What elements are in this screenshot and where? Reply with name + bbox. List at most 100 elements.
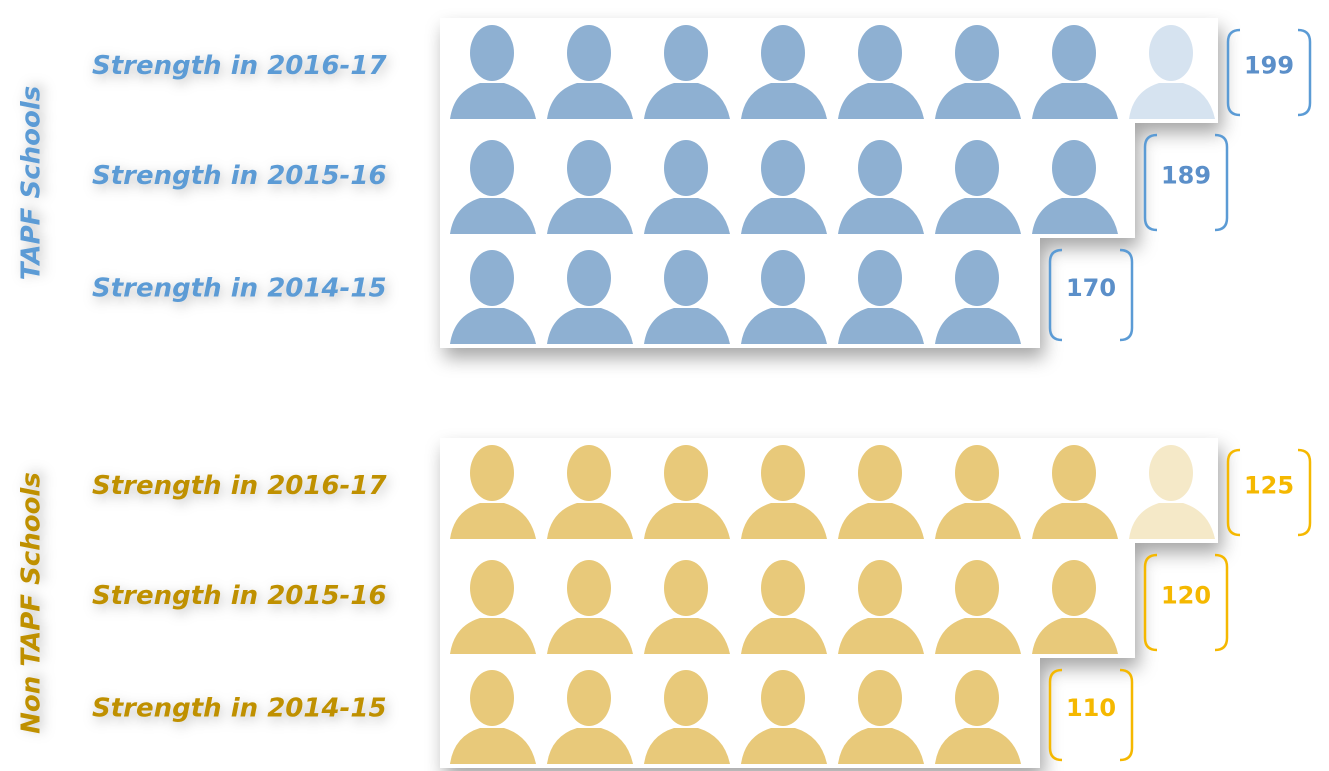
row-label: Strength in 2014-15	[92, 274, 387, 304]
row-label: Strength in 2015-16	[92, 161, 387, 191]
bracket-left	[1143, 553, 1158, 652]
icon-body	[1129, 503, 1215, 539]
icon-head	[1052, 140, 1096, 196]
person-icon	[1032, 140, 1118, 234]
row-label: Strength in 2015-16	[92, 581, 387, 611]
person-icon	[838, 250, 924, 344]
person-icon	[644, 445, 730, 539]
icon-head	[858, 560, 902, 616]
strength-value: 199	[1244, 52, 1294, 80]
icon-body	[741, 503, 827, 539]
person-icon	[644, 25, 730, 119]
icon-head	[858, 140, 902, 196]
icon-head	[470, 25, 514, 81]
icon-head	[761, 670, 805, 726]
bracket-right	[1297, 448, 1312, 537]
icon-body	[741, 728, 827, 764]
person-icon	[450, 445, 536, 539]
icon-head	[761, 140, 805, 196]
panel	[440, 18, 1218, 348]
icon-row	[450, 560, 1118, 654]
icon-head	[567, 670, 611, 726]
person-icon	[1129, 25, 1215, 119]
icon-head	[761, 445, 805, 501]
icon-body	[935, 503, 1021, 539]
icon-body	[644, 728, 730, 764]
person-icon	[1032, 25, 1118, 119]
icon-body	[838, 198, 924, 234]
person-icon	[450, 25, 536, 119]
icon-head	[567, 445, 611, 501]
icon-head	[761, 25, 805, 81]
icon-head	[761, 560, 805, 616]
icon-body	[935, 618, 1021, 654]
icon-head	[470, 670, 514, 726]
person-icon	[741, 445, 827, 539]
icon-head	[664, 445, 708, 501]
bracket-left	[1226, 28, 1241, 117]
person-icon	[838, 445, 924, 539]
person-icon	[450, 140, 536, 234]
row-label: Strength in 2016-17	[92, 471, 387, 501]
person-icon	[741, 140, 827, 234]
group-label: Non TAPF Schools	[17, 472, 47, 734]
person-icon	[838, 140, 924, 234]
bracket-right	[1119, 668, 1134, 762]
bracket-left	[1048, 248, 1063, 342]
icon-body	[1129, 83, 1215, 119]
bracket-left	[1226, 448, 1241, 537]
person-icon	[935, 560, 1021, 654]
icon-head	[664, 25, 708, 81]
person-icon	[547, 25, 633, 119]
icon-head	[470, 140, 514, 196]
icon-head	[858, 250, 902, 306]
icon-body	[838, 308, 924, 344]
icon-body	[547, 198, 633, 234]
person-icon	[1129, 445, 1215, 539]
icon-body	[450, 503, 536, 539]
person-icon	[547, 445, 633, 539]
icon-head	[955, 670, 999, 726]
icon-head	[567, 140, 611, 196]
bracket-left	[1048, 668, 1063, 762]
person-icon	[547, 250, 633, 344]
person-icon	[935, 250, 1021, 344]
icon-head	[567, 560, 611, 616]
icon-body	[741, 308, 827, 344]
icon-head	[567, 25, 611, 81]
icon-body	[741, 618, 827, 654]
bracket-right	[1297, 28, 1312, 117]
icon-body	[935, 728, 1021, 764]
icon-body	[450, 308, 536, 344]
bracket-right	[1214, 133, 1229, 232]
strength-value: 125	[1244, 472, 1294, 500]
icon-head	[955, 25, 999, 81]
strength-value: 189	[1161, 162, 1211, 190]
person-icon	[450, 560, 536, 654]
icon-head	[470, 445, 514, 501]
icon-head	[1149, 445, 1193, 501]
person-icon	[838, 560, 924, 654]
icon-body	[935, 83, 1021, 119]
icon-head	[470, 250, 514, 306]
person-icon	[547, 140, 633, 234]
icon-body	[741, 83, 827, 119]
icon-row	[450, 670, 1021, 764]
icon-head	[664, 140, 708, 196]
icon-body	[547, 503, 633, 539]
person-icon	[644, 250, 730, 344]
icon-body	[644, 503, 730, 539]
icon-body	[644, 308, 730, 344]
icon-body	[935, 308, 1021, 344]
person-icon	[838, 25, 924, 119]
icon-body	[644, 83, 730, 119]
icon-head	[858, 445, 902, 501]
icon-body	[547, 728, 633, 764]
icon-head	[470, 560, 514, 616]
icon-head	[664, 560, 708, 616]
person-icon	[741, 560, 827, 654]
icon-head	[1149, 25, 1193, 81]
icon-body	[644, 618, 730, 654]
icon-head	[761, 250, 805, 306]
